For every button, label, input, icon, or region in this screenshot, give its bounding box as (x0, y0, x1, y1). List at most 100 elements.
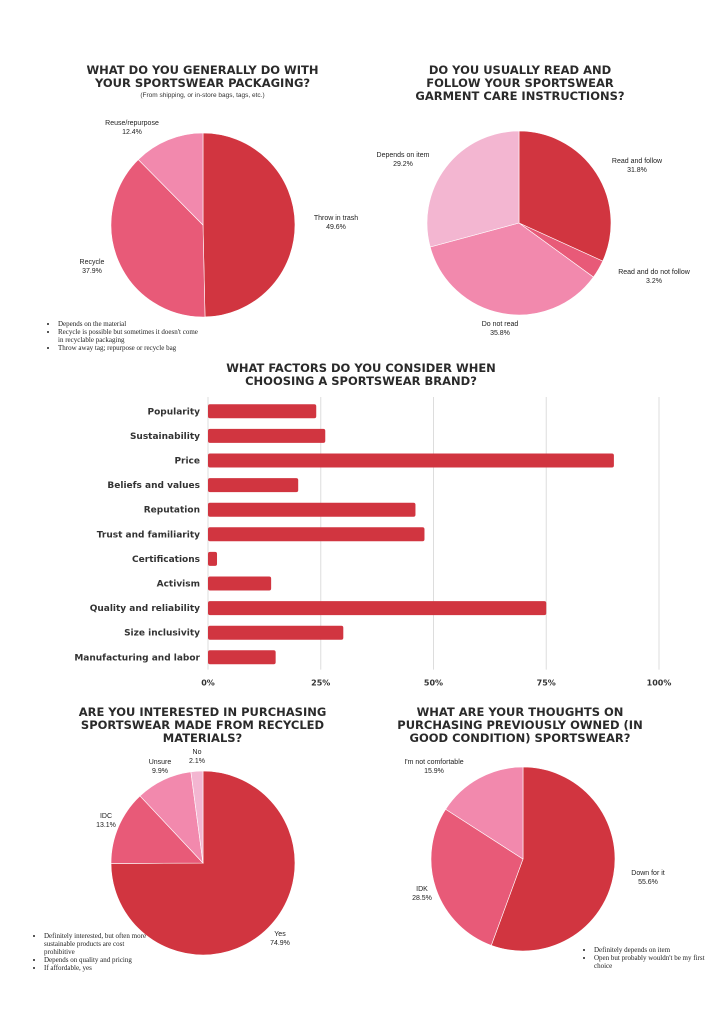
note-item: Recycle is possible but sometimes it doe… (58, 328, 198, 344)
category-label: Sustainability (130, 432, 200, 442)
category-label: Reputation (144, 506, 200, 516)
slice-value: 2.1% (189, 758, 205, 765)
note-item: Definitely depends on item (594, 946, 722, 954)
recycled-label-yes: Yes 74.9% (262, 930, 298, 948)
note-item: Throw away tag; repurpose or recycle bag (58, 344, 198, 352)
bar-certifications (208, 551, 218, 566)
x-tick-label: 25% (311, 679, 330, 688)
bar-price (208, 453, 614, 468)
care-label-read-not-follow: Read and do not follow 3.2% (606, 268, 702, 286)
pie-slice-recycle (110, 159, 206, 318)
slice-value: 28.5% (412, 895, 432, 902)
preowned-label-idk: IDK 28.5% (404, 885, 440, 903)
category-label: Price (174, 457, 200, 467)
preowned-notes: Definitely depends on item Open but prob… (582, 946, 722, 970)
preowned-pie-chart (430, 766, 616, 952)
note-item: Depends on quality and pricing (44, 956, 156, 964)
category-label: Trust and familiarity (97, 530, 200, 540)
pie-slice-do-not-read (429, 222, 594, 316)
note-item: Definitely interested, but often more su… (44, 932, 156, 956)
slice-name: Unsure (148, 759, 172, 766)
category-label: Beliefs and values (107, 481, 200, 491)
slice-name: I'm not comfortable (404, 759, 464, 766)
packaging-chart-title: WHAT DO YOU GENERALLY DO WITH YOUR SPORT… (86, 63, 319, 90)
recycled-label-idc: IDC 13.1% (88, 812, 124, 830)
slice-value: 74.9% (270, 940, 290, 947)
pie-slice-throw-in-trash (202, 132, 296, 318)
slice-name: Recycle (79, 259, 105, 266)
category-label: Activism (157, 580, 200, 590)
packaging-notes: Depends on the material Recycle is possi… (46, 320, 198, 352)
slice-value: 37.9% (82, 268, 102, 275)
pie-slice-no (190, 770, 204, 864)
recycled-label-no: No 2.1% (184, 748, 210, 766)
x-tick-label: 100% (647, 679, 672, 688)
packaging-pie-chart (110, 132, 296, 318)
care-pie-chart (426, 130, 612, 316)
bar-size-inclusivity (208, 625, 344, 640)
slice-name: No (192, 749, 202, 756)
slice-value: 55.6% (638, 879, 658, 886)
slice-value: 12.4% (122, 129, 142, 136)
packaging-label-recycle: Recycle 37.9% (62, 258, 122, 276)
slice-value: 15.9% (424, 768, 444, 775)
category-label: Quality and reliability (90, 604, 200, 614)
pie-slice-down-for-it (490, 766, 616, 952)
bar-sustainability (208, 428, 326, 443)
bar-manufacturing-and-labor (208, 650, 276, 665)
category-label: Manufacturing and labor (74, 653, 200, 663)
slice-name: Read and follow (611, 158, 663, 165)
x-tick-label: 75% (537, 679, 556, 688)
x-tick-label: 50% (424, 679, 443, 688)
recycled-pie-chart (110, 770, 296, 956)
bar-beliefs-and-values (208, 478, 299, 493)
slice-name: IDC (99, 813, 113, 820)
slice-name: Do not read (481, 321, 519, 328)
preowned-label-not-comfortable: I'm not comfortable 15.9% (392, 758, 476, 776)
slice-value: 49.6% (326, 224, 346, 231)
pie-slice-read-and-follow (518, 130, 612, 262)
bar-activism (208, 576, 272, 591)
slice-value: 35.8% (490, 330, 510, 337)
slice-value: 31.8% (627, 167, 647, 174)
slice-name: Yes (274, 931, 286, 938)
note-item: Open but probably wouldn't be my first c… (594, 954, 722, 970)
slice-name: Read and do not follow (618, 269, 690, 276)
pie-slice-yes (110, 770, 296, 956)
slice-name: Depends on item (376, 152, 430, 159)
pie-slice-depends-on-item (426, 130, 520, 248)
category-label: Popularity (148, 407, 201, 417)
x-tick-label: 0% (201, 679, 215, 688)
bar-quality-and-reliability (208, 601, 547, 616)
recycled-label-unsure: Unsure 9.9% (140, 758, 180, 776)
slice-name: Down for it (631, 870, 665, 877)
pie-slice-idc (110, 795, 204, 864)
category-label: Size inclusivity (124, 629, 200, 639)
bar-popularity (208, 404, 317, 419)
care-label-depends: Depends on item 29.2% (365, 151, 441, 169)
slice-name: Throw in trash (313, 215, 359, 222)
slice-value: 29.2% (393, 161, 413, 168)
slice-name: IDK (416, 886, 428, 893)
packaging-chart-subtitle: (From shipping, or in-store bags, tags, … (140, 92, 265, 99)
bar-reputation (208, 502, 416, 517)
bar-trust-and-familiarity (208, 527, 425, 542)
preowned-chart-title: WHAT ARE YOUR THOUGHTS ON PURCHASING PRE… (397, 705, 643, 745)
care-chart-title: DO YOU USUALLY READ AND FOLLOW YOUR SPOR… (415, 63, 625, 103)
pie-slice-reuse-repurpose (137, 132, 204, 226)
note-item: Depends on the material (58, 320, 198, 328)
packaging-label-throw: Throw in trash 49.6% (296, 214, 376, 232)
care-label-do-not-read: Do not read 35.8% (470, 320, 530, 338)
pie-slice-idk (430, 808, 524, 946)
preowned-label-down: Down for it 55.6% (618, 869, 678, 887)
slice-name: Reuse/repurpose (105, 120, 159, 127)
slice-value: 9.9% (152, 768, 168, 775)
recycled-chart-title: ARE YOU INTERESTED IN PURCHASING SPORTSW… (78, 705, 327, 745)
recycled-notes: Definitely interested, but often more su… (32, 932, 156, 972)
care-label-read-follow: Read and follow 31.8% (600, 157, 674, 175)
slice-value: 3.2% (646, 278, 662, 285)
note-item: If affordable, yes (44, 964, 156, 972)
slice-value: 13.1% (96, 822, 116, 829)
category-label: Certifications (132, 555, 200, 565)
